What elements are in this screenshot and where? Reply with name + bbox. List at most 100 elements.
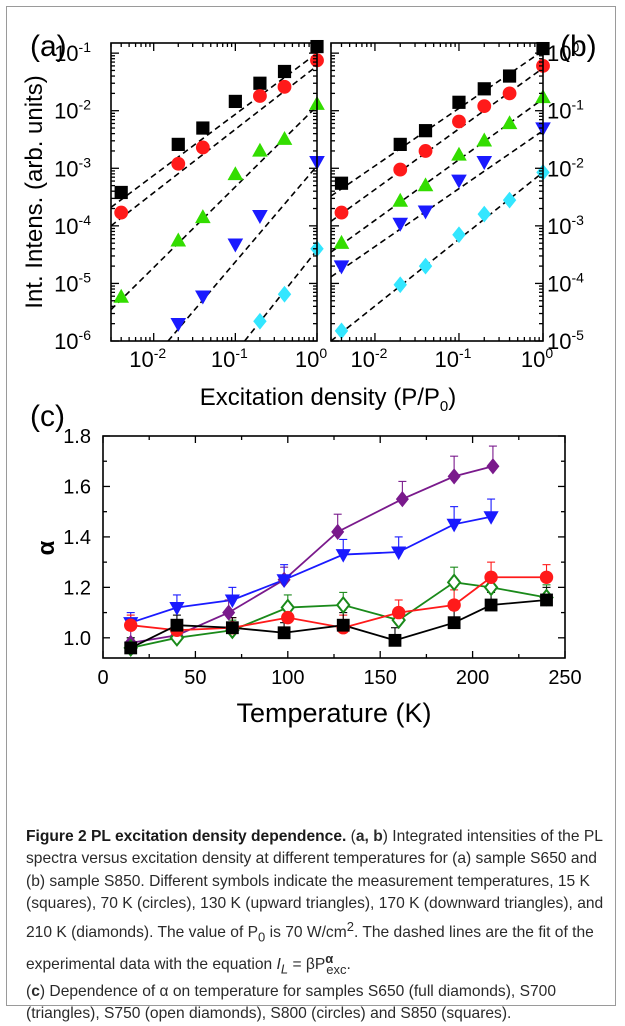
x-axis-label-c: Temperature (K) — [236, 698, 431, 728]
data-point-diamond — [393, 276, 407, 294]
data-point-square — [225, 621, 239, 635]
data-point-circle — [171, 156, 186, 171]
data-point-diamond — [335, 595, 351, 615]
y-tick-label: 10-6 — [54, 327, 91, 354]
y-tick-label: 1.2 — [63, 577, 91, 599]
y-axis-label-ab: Int. Intens. (arb. units) — [21, 75, 48, 308]
data-point-triangle-up — [451, 146, 467, 161]
y-tick-label: 1.6 — [63, 476, 91, 498]
data-point-triangle-down — [195, 290, 211, 305]
data-point-triangle-down — [227, 238, 244, 253]
data-point-triangle-down — [391, 546, 407, 561]
data-point-square — [540, 593, 553, 607]
x-axis-label-ab: Excitation density (P/P0) — [200, 384, 456, 415]
caption-close-2: ) — [39, 983, 46, 1001]
data-point-triangle-down — [169, 602, 185, 616]
data-point-diamond — [447, 468, 461, 485]
data-point-circle — [124, 618, 138, 632]
data-point-square — [253, 76, 267, 90]
data-point-circle — [447, 598, 461, 612]
data-point-triangle-down — [333, 260, 350, 275]
caption-text-3: . The dashed lines are the fit of the ex… — [26, 923, 594, 974]
data-point-square — [502, 69, 517, 83]
fit-line-1 — [330, 67, 544, 222]
panel-c: 0 50 100 150 200 250 1.0 1.2 1.4 1.6 1.8 — [63, 426, 582, 689]
data-point-diamond — [483, 578, 499, 597]
caption-ab: a, b — [355, 828, 383, 845]
figure-labels: (a) (b) (c) Int. Intens. (arb. units) Excita… — [21, 30, 597, 728]
caption-c: c — [31, 983, 40, 1001]
data-point-circle — [281, 610, 295, 625]
data-point-square — [114, 185, 128, 200]
data-point-square — [334, 176, 349, 190]
data-point-square — [336, 618, 350, 632]
data-point-diamond — [277, 285, 292, 303]
caption-sup-2: 2 — [346, 918, 354, 934]
x-tick-label: 100 — [271, 667, 304, 689]
data-point-diamond — [446, 573, 462, 592]
data-point-circle — [502, 86, 517, 101]
data-point-square — [447, 616, 461, 630]
x-tick-label: 10-2 — [350, 345, 387, 372]
y-tick-label: 1.0 — [63, 628, 91, 650]
plot-frame — [110, 42, 318, 342]
y-tick-label: 10-2 — [547, 154, 584, 181]
data-point-circle — [418, 144, 433, 158]
caption-sub-0: 0 — [258, 928, 266, 944]
eq-end: . — [346, 956, 351, 974]
panel-label-c: (c) — [30, 400, 65, 433]
data-point-triangle-up — [227, 166, 244, 181]
panel-a: 10-2 10-1 100 10-6 10-5 10-4 10-3 10-2 10-1 — [54, 39, 327, 372]
data-point-triangle-up — [195, 209, 211, 224]
data-point-triangle-up — [333, 234, 350, 249]
data-point-square — [277, 626, 291, 640]
figure-frame — [6, 6, 616, 1006]
data-point-triangle-down — [446, 518, 462, 533]
data-point-circle — [253, 89, 267, 103]
figure-caption: Figure 2 PL excitation density dependenc… — [26, 826, 606, 1026]
caption-close: ) — [382, 828, 388, 845]
data-point-triangle-down — [451, 174, 467, 189]
y-tick-label: 10-4 — [54, 212, 91, 239]
x-tick-label: 100 — [521, 345, 553, 372]
x-tick-label: 0 — [97, 667, 108, 689]
data-point-circle — [334, 205, 349, 220]
caption-paragraph-1: Figure 2 PL excitation density dependenc… — [26, 826, 606, 981]
y-tick-label: 10-3 — [54, 154, 91, 181]
data-point-circle — [452, 114, 466, 129]
data-point-diamond — [334, 322, 349, 340]
x-tick-label: 10-1 — [435, 345, 472, 372]
data-point-triangle-down — [417, 205, 434, 220]
eq-l: L — [280, 961, 289, 977]
eq-sup: α — [325, 951, 334, 967]
data-point-diamond — [418, 257, 433, 275]
data-point-square — [170, 618, 184, 632]
data-point-square — [196, 121, 210, 135]
y-tick-label: 10-2 — [54, 97, 91, 124]
caption-text-p2: Dependence of α on temperature for sampl… — [26, 983, 556, 1023]
data-point-square — [124, 641, 138, 655]
data-point-triangle-down — [476, 156, 493, 170]
caption-title: Figure 2 PL excitation density dependenc… — [26, 828, 347, 845]
x-tick-label: 10-2 — [129, 345, 166, 372]
data-point-circle — [195, 140, 210, 155]
data-point-circle — [114, 205, 129, 220]
panel-label-a: (a) — [30, 30, 67, 63]
y-tick-label: 10-5 — [547, 327, 584, 354]
data-point-triangle-up — [113, 288, 130, 303]
y-tick-label: 10-1 — [54, 39, 91, 66]
data-point-triangle-down — [276, 574, 292, 588]
data-point-square — [452, 95, 466, 109]
x-tick-label: 150 — [364, 667, 397, 689]
series-line-0 — [130, 465, 494, 644]
data-point-square — [171, 137, 185, 151]
data-point-square — [418, 124, 433, 138]
caption-open-2: ( — [26, 983, 32, 1001]
fit-line-1 — [110, 65, 318, 227]
data-point-square — [477, 82, 491, 96]
eq-body: = βP — [288, 956, 326, 974]
data-point-triangle-down — [392, 217, 409, 232]
data-point-triangle-up — [476, 132, 493, 147]
x-tick-label: 10-1 — [211, 345, 248, 372]
